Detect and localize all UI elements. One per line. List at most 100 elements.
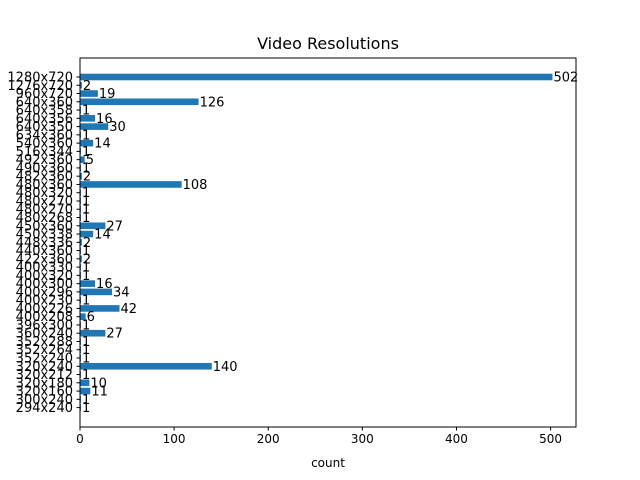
x-tick-label: 400 bbox=[445, 432, 468, 446]
y-tick-label: 1280x720 bbox=[7, 71, 73, 86]
y-tick-label: 640x356 bbox=[16, 112, 73, 127]
bar-value-label: 1 bbox=[82, 401, 90, 416]
x-tick-label: 200 bbox=[257, 432, 280, 446]
y-tick-label: 640x360 bbox=[16, 95, 73, 110]
bar bbox=[80, 115, 96, 122]
y-tick-label: 516x344 bbox=[16, 145, 73, 160]
bar-value-label: 1 bbox=[82, 335, 90, 350]
bars-group bbox=[80, 73, 553, 411]
bar bbox=[80, 288, 112, 296]
x-tick-label: 100 bbox=[163, 432, 186, 446]
y-tick-label: 448x336 bbox=[16, 236, 73, 251]
y-axis: 1280x7201276x720960x720640x360640x358640… bbox=[7, 71, 80, 416]
x-axis: 0 100 200 300 400 500 bbox=[76, 427, 562, 446]
bar-value-label: 2 bbox=[83, 252, 91, 267]
bar bbox=[80, 222, 106, 230]
bar-value-label: 6 bbox=[87, 310, 95, 325]
bar-value-label: 1 bbox=[82, 393, 90, 408]
y-tick-label: 1276x720 bbox=[7, 79, 73, 94]
y-tick-label: 480x270 bbox=[16, 194, 73, 209]
bar bbox=[80, 362, 212, 370]
bar bbox=[80, 387, 91, 395]
y-tick-label: 400x296 bbox=[16, 285, 73, 300]
bar bbox=[80, 255, 82, 263]
bar-value-label: 1 bbox=[82, 352, 90, 367]
y-tick-label: 320x160 bbox=[16, 385, 73, 400]
bar-value-label: 502 bbox=[553, 71, 578, 86]
bar-value-label: 2 bbox=[83, 236, 91, 251]
bar bbox=[80, 230, 94, 238]
y-tick-label: 400x208 bbox=[16, 310, 73, 325]
y-tick-label: 634x360 bbox=[16, 128, 73, 143]
y-tick-label: 400x230 bbox=[16, 294, 73, 309]
bar bbox=[80, 305, 120, 312]
bar-value-label: 42 bbox=[121, 302, 138, 317]
value-labels-group: 5022191261163011415121081111271421211163… bbox=[82, 71, 578, 417]
bar bbox=[80, 181, 182, 188]
bar-value-label: 11 bbox=[91, 385, 108, 400]
bar-value-label: 1 bbox=[82, 261, 90, 276]
y-tick-label: 396x300 bbox=[16, 318, 73, 333]
y-tick-label: 320x212 bbox=[16, 368, 73, 383]
bar-value-label: 1 bbox=[82, 128, 90, 143]
bar bbox=[80, 313, 86, 320]
y-tick-label: 450x360 bbox=[16, 219, 73, 234]
bar bbox=[80, 238, 82, 246]
bar bbox=[80, 90, 98, 97]
bar-value-label: 1 bbox=[82, 104, 90, 119]
bar-value-label: 1 bbox=[82, 269, 90, 284]
y-tick-label: 320x240 bbox=[16, 360, 73, 375]
y-tick-label: 480x360 bbox=[16, 178, 73, 193]
y-tick-label: 352x264 bbox=[16, 343, 73, 358]
bar bbox=[80, 98, 199, 106]
bar bbox=[80, 73, 553, 81]
y-tick-label: 400x320 bbox=[16, 269, 73, 284]
bar bbox=[80, 156, 85, 163]
bar bbox=[80, 379, 90, 387]
bar bbox=[80, 123, 109, 130]
y-tick-label: 450x338 bbox=[16, 228, 73, 243]
bar-value-label: 1 bbox=[82, 186, 90, 201]
bar-value-label: 16 bbox=[96, 277, 113, 292]
y-tick-label: 300x240 bbox=[16, 393, 73, 408]
y-tick-label: 294x240 bbox=[16, 401, 73, 416]
bar-value-label: 14 bbox=[94, 137, 111, 152]
bar bbox=[80, 172, 82, 180]
y-tick-label: 640x358 bbox=[16, 104, 73, 119]
plot-frame bbox=[79, 57, 577, 428]
y-tick-label: 640x350 bbox=[16, 120, 73, 135]
y-tick-label: 480x268 bbox=[16, 211, 73, 226]
bar-value-label: 1 bbox=[82, 203, 90, 218]
bar-value-label: 1 bbox=[82, 294, 90, 309]
bar-value-label: 5 bbox=[86, 153, 94, 168]
y-tick-label: 440x360 bbox=[16, 244, 73, 259]
bar-value-label: 19 bbox=[99, 87, 116, 102]
bar-value-label: 1 bbox=[82, 161, 90, 176]
y-tick-label: 492x360 bbox=[16, 153, 73, 168]
bar-value-label: 30 bbox=[109, 120, 126, 135]
x-axis-label: count bbox=[311, 456, 345, 470]
bar-value-label: 126 bbox=[200, 95, 225, 110]
x-tick-label: 0 bbox=[76, 432, 84, 446]
y-tick-label: 490x360 bbox=[16, 161, 73, 176]
bar-value-label: 140 bbox=[213, 360, 238, 375]
y-tick-label: 480x320 bbox=[16, 186, 73, 201]
bar-value-label: 108 bbox=[183, 178, 208, 193]
y-tick-label: 400x300 bbox=[16, 277, 73, 292]
y-tick-label: 400x330 bbox=[16, 261, 73, 276]
y-tick-label: 352x240 bbox=[16, 352, 73, 367]
bar-value-label: 2 bbox=[83, 79, 91, 94]
y-tick-label: 960x720 bbox=[16, 87, 73, 102]
bar-value-label: 27 bbox=[106, 219, 123, 234]
bar-value-label: 1 bbox=[82, 244, 90, 259]
bar bbox=[80, 280, 96, 287]
y-tick-label: 482x360 bbox=[16, 170, 73, 185]
chart-title: Video Resolutions bbox=[257, 34, 399, 53]
bar-value-label: 1 bbox=[82, 145, 90, 160]
bar bbox=[80, 329, 106, 337]
bar bbox=[80, 139, 94, 147]
y-tick-label: 320x180 bbox=[16, 376, 73, 391]
y-tick-label: 352x288 bbox=[16, 335, 73, 350]
y-tick-label: 480x270 bbox=[16, 203, 73, 218]
